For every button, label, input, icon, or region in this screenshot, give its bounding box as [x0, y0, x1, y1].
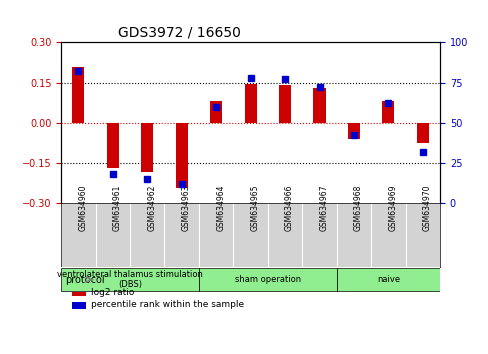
- Bar: [347, 122, 359, 139]
- Bar: [279, 85, 290, 122]
- Text: GSM634963: GSM634963: [182, 185, 190, 231]
- Text: GSM634968: GSM634968: [353, 185, 362, 231]
- Text: GSM634964: GSM634964: [216, 185, 224, 231]
- Text: percentile rank within the sample: percentile rank within the sample: [91, 300, 244, 309]
- Bar: [210, 101, 222, 122]
- Bar: [72, 302, 85, 309]
- Text: GSM634969: GSM634969: [387, 185, 397, 231]
- Text: log2 ratio: log2 ratio: [91, 288, 135, 297]
- Text: sham operation: sham operation: [234, 275, 300, 284]
- Text: GSM634962: GSM634962: [147, 185, 156, 231]
- Text: protocol: protocol: [65, 275, 104, 285]
- Text: GSM634960: GSM634960: [78, 185, 87, 231]
- Bar: [313, 88, 325, 122]
- Text: ventrolateral thalamus stimulation
(DBS): ventrolateral thalamus stimulation (DBS): [57, 270, 203, 289]
- Bar: [141, 122, 153, 172]
- Text: GSM634965: GSM634965: [250, 185, 259, 231]
- Text: GSM634967: GSM634967: [319, 185, 328, 231]
- Text: GDS3972 / 16650: GDS3972 / 16650: [118, 26, 241, 40]
- Text: naive: naive: [376, 275, 399, 284]
- Bar: [416, 122, 428, 143]
- FancyBboxPatch shape: [199, 268, 336, 291]
- FancyBboxPatch shape: [61, 268, 199, 291]
- Bar: [244, 84, 256, 122]
- Bar: [106, 122, 119, 168]
- FancyBboxPatch shape: [336, 268, 439, 291]
- Text: GSM634961: GSM634961: [113, 185, 122, 231]
- Bar: [72, 67, 84, 122]
- Bar: [175, 122, 187, 188]
- Text: GSM634966: GSM634966: [285, 185, 293, 231]
- Bar: [382, 101, 394, 122]
- Text: GSM634970: GSM634970: [422, 185, 431, 231]
- Bar: [72, 289, 85, 296]
